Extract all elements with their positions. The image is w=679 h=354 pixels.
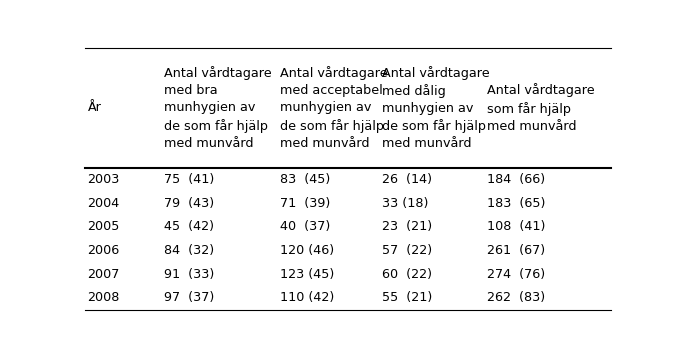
Text: 55  (21): 55 (21): [382, 291, 433, 304]
Text: 79  (43): 79 (43): [164, 197, 214, 210]
Text: 110 (42): 110 (42): [280, 291, 334, 304]
Text: Antal vårdtagare
som får hjälp
med munvård: Antal vårdtagare som får hjälp med munvå…: [488, 83, 595, 132]
Text: Antal vårdtagare
med bra
munhygien av
de som får hjälp
med munvård: Antal vårdtagare med bra munhygien av de…: [164, 66, 272, 149]
Text: 75  (41): 75 (41): [164, 173, 214, 186]
Text: 2005: 2005: [88, 221, 120, 233]
Text: År: År: [88, 101, 101, 114]
Text: 2006: 2006: [88, 244, 120, 257]
Text: 2008: 2008: [88, 291, 120, 304]
Text: 45  (42): 45 (42): [164, 221, 214, 233]
Text: 60  (22): 60 (22): [382, 268, 433, 281]
Text: 184  (66): 184 (66): [488, 173, 545, 186]
Text: 262  (83): 262 (83): [488, 291, 545, 304]
Text: 71  (39): 71 (39): [280, 197, 330, 210]
Text: Antal vårdtagare
med acceptabel
munhygien av
de som får hjälp
med munvård: Antal vårdtagare med acceptabel munhygie…: [280, 66, 387, 149]
Text: Antal vårdtagare
med dålig
munhygien av
de som får hjälp
med munvård: Antal vårdtagare med dålig munhygien av …: [382, 65, 490, 150]
Text: 123 (45): 123 (45): [280, 268, 334, 281]
Text: 23  (21): 23 (21): [382, 221, 433, 233]
Text: 108  (41): 108 (41): [488, 221, 546, 233]
Text: 261  (67): 261 (67): [488, 244, 545, 257]
Text: 26  (14): 26 (14): [382, 173, 433, 186]
Text: 2004: 2004: [88, 197, 120, 210]
Text: 84  (32): 84 (32): [164, 244, 214, 257]
Text: 33 (18): 33 (18): [382, 197, 428, 210]
Text: 183  (65): 183 (65): [488, 197, 546, 210]
Text: 91  (33): 91 (33): [164, 268, 214, 281]
Text: 2003: 2003: [88, 173, 120, 186]
Text: 97  (37): 97 (37): [164, 291, 214, 304]
Text: 274  (76): 274 (76): [488, 268, 545, 281]
Text: 2007: 2007: [88, 268, 120, 281]
Text: 57  (22): 57 (22): [382, 244, 433, 257]
Text: 40  (37): 40 (37): [280, 221, 330, 233]
Text: 120 (46): 120 (46): [280, 244, 333, 257]
Text: 83  (45): 83 (45): [280, 173, 330, 186]
